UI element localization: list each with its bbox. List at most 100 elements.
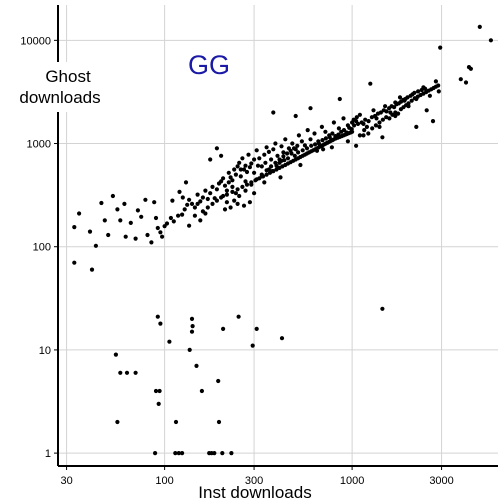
data-point [279, 144, 284, 149]
data-point [392, 105, 397, 110]
data-point [430, 119, 436, 124]
data-point [282, 158, 287, 163]
data-point [106, 232, 111, 238]
data-point [424, 108, 429, 113]
data-point [355, 121, 361, 126]
data-point [143, 197, 148, 202]
data-point [271, 169, 276, 174]
data-point [488, 38, 493, 43]
data-point [192, 213, 197, 218]
data-point [380, 135, 385, 140]
data-point [198, 199, 203, 204]
data-point [409, 98, 414, 103]
data-point [241, 203, 247, 208]
data-point [299, 139, 304, 144]
data-point [285, 156, 291, 161]
data-point [362, 128, 367, 133]
data-point [384, 109, 389, 114]
data-point [366, 119, 371, 124]
data-point [200, 195, 205, 200]
data-point [308, 137, 313, 142]
data-point [361, 133, 366, 138]
data-point [122, 201, 127, 206]
data-point [277, 157, 282, 162]
data-point [416, 89, 421, 94]
data-point [173, 419, 179, 425]
data-point [149, 240, 154, 245]
data-point [185, 202, 190, 207]
data-point [354, 143, 359, 148]
data-point [368, 81, 373, 86]
data-point [279, 336, 285, 341]
data-point [244, 169, 250, 175]
data-point [133, 370, 138, 375]
data-point [263, 160, 268, 165]
data-point [278, 175, 283, 180]
data-point [238, 174, 243, 179]
data-point [241, 167, 247, 172]
data-point [135, 208, 140, 213]
data-point [300, 148, 305, 153]
data-point [269, 164, 274, 169]
data-point [380, 306, 385, 311]
data-point [378, 110, 383, 115]
data-point [433, 79, 438, 84]
x-tick-label: 1000 [340, 475, 364, 487]
data-point [226, 180, 231, 185]
data-point [214, 146, 219, 151]
data-point [285, 151, 290, 156]
data-point [240, 184, 245, 189]
data-point [195, 201, 200, 206]
axes [54, 5, 498, 470]
data-point [390, 112, 395, 117]
data-point [180, 212, 185, 217]
data-point [152, 200, 157, 205]
x-tick-label: 100 [155, 475, 173, 487]
data-point [257, 176, 262, 181]
data-point [243, 163, 248, 168]
data-point [235, 201, 240, 206]
y-axis-title-line1: Ghost [45, 67, 91, 86]
data-point [156, 401, 161, 406]
data-point [288, 148, 293, 153]
data-point [164, 221, 170, 226]
data-point [383, 104, 388, 109]
data-point [295, 143, 300, 148]
data-point [226, 170, 231, 175]
data-point [232, 198, 237, 203]
data-point [145, 232, 150, 238]
data-point [153, 451, 158, 456]
data-point [192, 205, 197, 210]
data-point [259, 164, 264, 169]
data-point [235, 187, 240, 192]
data-point [253, 178, 258, 183]
data-point [203, 188, 208, 193]
data-point [323, 129, 328, 134]
data-point [187, 223, 192, 228]
data-point [364, 124, 369, 129]
data-point [271, 110, 276, 115]
data-point [153, 388, 159, 394]
data-point [371, 108, 376, 113]
data-point [205, 196, 210, 202]
data-point [180, 195, 185, 200]
data-point [283, 137, 288, 142]
data-point [321, 147, 326, 152]
data-point [214, 187, 219, 192]
data-point [210, 184, 215, 189]
data-point [230, 184, 235, 189]
data-point [249, 180, 254, 185]
data-point [264, 168, 269, 173]
data-point [168, 215, 173, 221]
data-point [118, 218, 123, 223]
data-point [458, 77, 463, 82]
data-point [249, 161, 254, 166]
data-point [208, 157, 213, 162]
data-point [230, 178, 235, 183]
grid-lines [58, 5, 498, 466]
data-point [357, 133, 362, 138]
data-point [243, 188, 248, 193]
data-point [261, 174, 266, 179]
data-point [222, 207, 228, 212]
